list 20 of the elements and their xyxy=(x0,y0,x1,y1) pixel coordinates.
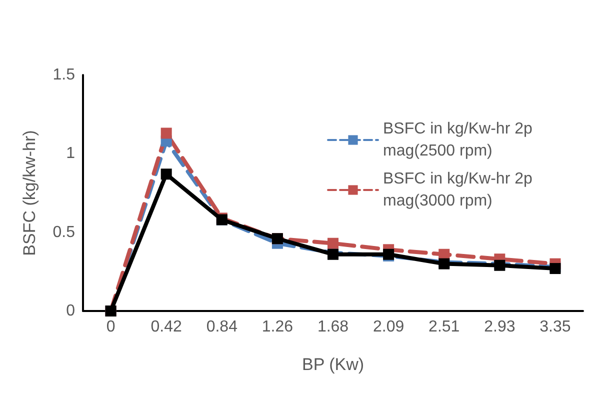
legend-label: BSFC in kg/Kw-hr 2p mag(2500 rpm) xyxy=(383,120,537,160)
x-tick-label: 0 xyxy=(106,318,116,336)
y-axis-title: BSFC (kg/kw-hr) xyxy=(20,130,39,256)
x-axis-title: BP (Kw) xyxy=(302,355,364,374)
point xyxy=(160,168,172,180)
y-tick-label: 0.5 xyxy=(52,224,76,241)
x-tick-label: 0.42 xyxy=(150,318,182,336)
point xyxy=(328,238,338,249)
x-tick-label: 1.68 xyxy=(317,318,349,336)
x-tick-label: 0.84 xyxy=(206,318,238,336)
x-tick-label: 1.26 xyxy=(262,318,294,336)
x-tick-label: 2.93 xyxy=(484,318,516,336)
x-tick-label: 2.51 xyxy=(428,318,460,336)
y-tick-label: 0 xyxy=(66,302,76,320)
y-tick-label: 1.5 xyxy=(52,66,76,84)
point xyxy=(160,128,172,139)
x-tick-label: 3.35 xyxy=(540,318,571,336)
x-tick-label: 2.09 xyxy=(372,318,404,336)
legend-label: BSFC in kg/Kw-hr 2p mag(3000 rpm) xyxy=(383,170,537,210)
y-tick-label: 1 xyxy=(66,145,76,162)
